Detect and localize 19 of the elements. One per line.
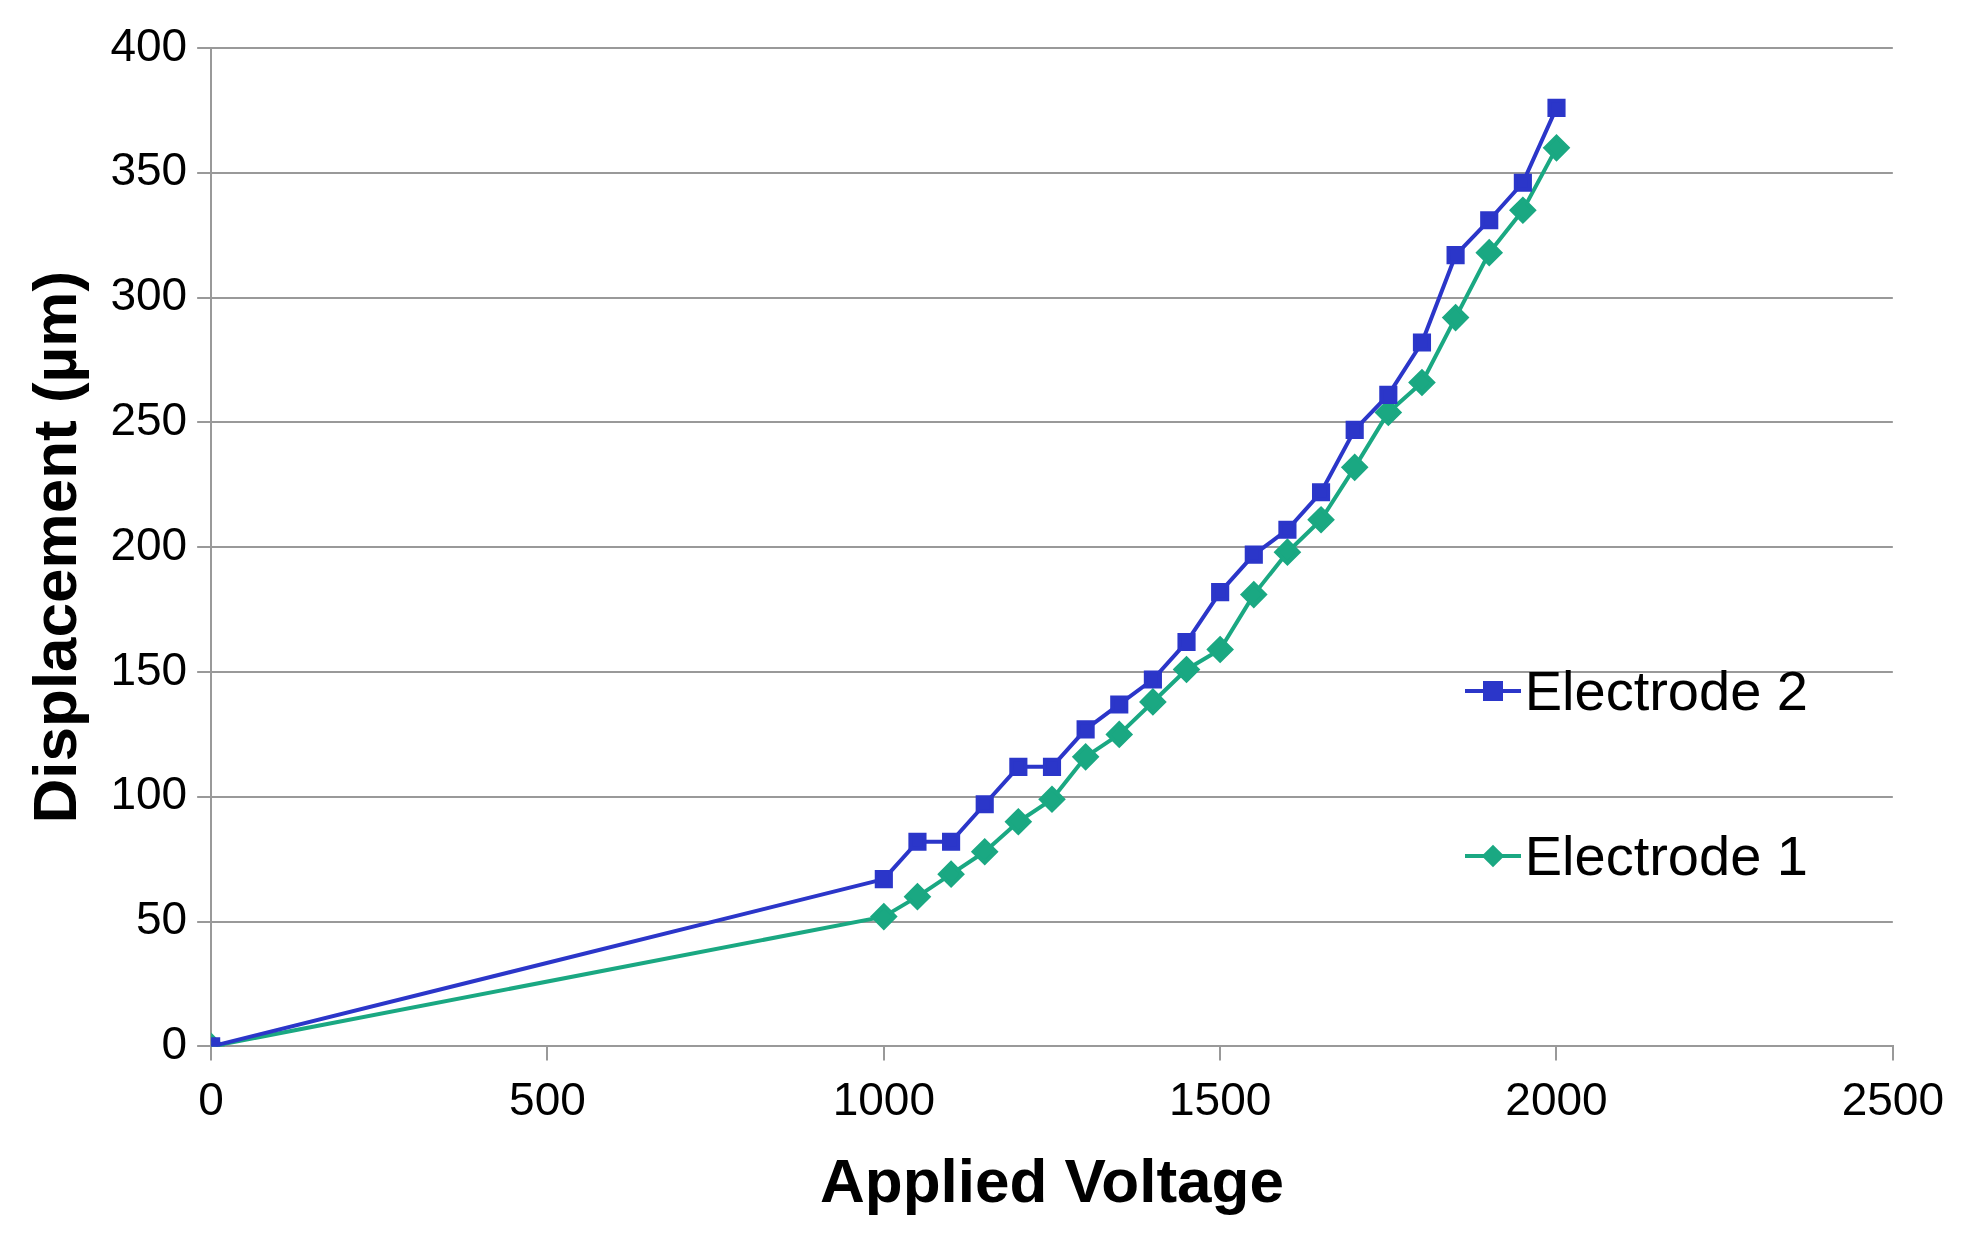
y-tick-label: 100 xyxy=(110,767,188,820)
x-tick-label: 500 xyxy=(509,1072,586,1125)
x-axis-title: Applied Voltage xyxy=(820,1145,1284,1215)
y-tick-label: 300 xyxy=(110,268,188,321)
x-tick-label: 2500 xyxy=(1841,1072,1945,1125)
y-tick-label: 350 xyxy=(110,143,188,196)
y-axis-title: Displacement (µm) xyxy=(20,270,90,824)
y-tick-label: 250 xyxy=(110,393,188,446)
x-tick-label: 1000 xyxy=(832,1072,935,1125)
y-tick-label: 50 xyxy=(135,892,188,945)
legend-label: Electrode 1 xyxy=(1524,823,1808,888)
y-tick-label: 150 xyxy=(110,642,188,695)
legend-label: Electrode 2 xyxy=(1524,658,1808,723)
x-tick-label: 1500 xyxy=(1168,1072,1272,1125)
y-tick-label: 400 xyxy=(110,18,188,71)
x-tick-label: 0 xyxy=(198,1072,224,1125)
x-tick-label: 2000 xyxy=(1505,1072,1608,1125)
y-tick-label: 0 xyxy=(161,1017,188,1070)
y-tick-label: 200 xyxy=(110,517,188,570)
